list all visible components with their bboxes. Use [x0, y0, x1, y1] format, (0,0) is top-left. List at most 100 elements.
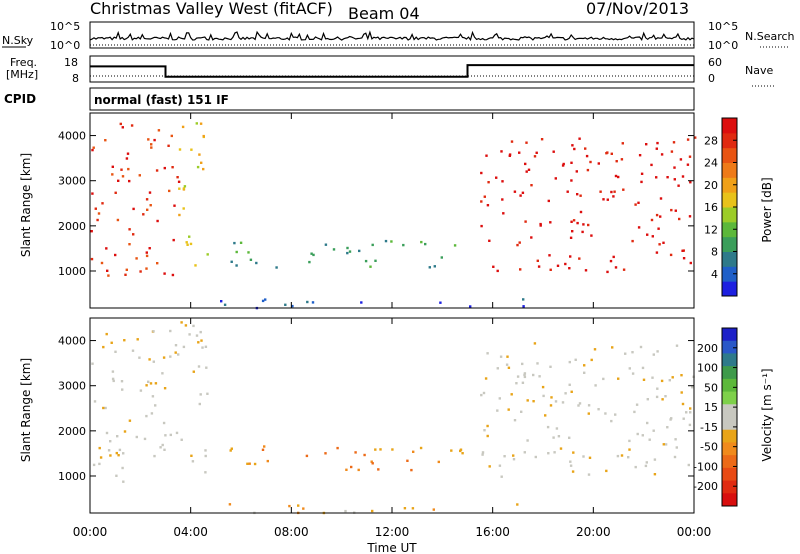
scatter-cell: [512, 454, 514, 456]
scatter-cell: [262, 449, 264, 451]
scatter-cell: [220, 300, 222, 302]
scatter-cell: [656, 148, 658, 150]
scatter-cell: [656, 214, 658, 216]
scatter-cell: [360, 301, 362, 303]
y-tick-label: 1000: [58, 265, 86, 278]
scatter-cell: [568, 437, 570, 439]
scatter-cell: [122, 481, 124, 483]
scatter-cell: [106, 270, 108, 272]
scatter-cell: [117, 454, 119, 456]
scatter-cell: [385, 240, 387, 242]
power-ylabel: Slant Range [km]: [19, 153, 33, 257]
colorbar-tick-label: 24: [704, 157, 718, 170]
scatter-cell: [406, 460, 408, 462]
colorbar-segment: [722, 252, 737, 267]
scatter-cell: [350, 466, 352, 468]
scatter-cell: [126, 157, 128, 159]
scatter-cell: [521, 363, 523, 365]
scatter-cell: [122, 126, 124, 128]
scatter-cell: [461, 452, 463, 454]
scatter-cell: [230, 449, 232, 451]
scatter-cell: [578, 138, 580, 140]
scatter-cell: [650, 164, 652, 166]
scatter-cell: [117, 219, 119, 221]
scatter-cell: [652, 235, 654, 237]
scatter-cell: [594, 348, 596, 350]
scatter-cell: [638, 226, 640, 228]
scatter-cell: [96, 219, 98, 221]
scatter-cell: [138, 357, 140, 359]
scatter-cell: [200, 331, 202, 333]
scatter-cell: [159, 446, 161, 448]
scatter-cell: [203, 135, 205, 137]
scatter-cell: [532, 400, 534, 402]
scatter-cell: [681, 391, 683, 393]
scatter-cell: [549, 221, 551, 223]
scatter-cell: [591, 359, 593, 361]
scatter-cell: [149, 191, 151, 193]
scatter-cell: [193, 371, 195, 373]
scatter-cell: [677, 185, 679, 187]
x-tick-label: 04:00: [173, 525, 208, 539]
scatter-cell: [111, 342, 113, 344]
scatter-cell: [91, 230, 93, 232]
scatter-cell: [200, 339, 202, 341]
scatter-cell: [687, 138, 689, 140]
scatter-cell: [646, 461, 648, 463]
scatter-cell: [137, 338, 139, 340]
scatter-cell: [572, 451, 574, 453]
scatter-cell: [325, 244, 327, 246]
scatter-cell: [542, 386, 544, 388]
scatter-cell: [156, 262, 158, 264]
scatter-cell: [511, 140, 513, 142]
scatter-cell: [576, 193, 578, 195]
scatter-cell: [161, 372, 163, 374]
scatter-cell: [604, 412, 606, 414]
scatter-cell: [666, 426, 668, 428]
scatter-cell: [146, 255, 148, 257]
scatter-cell: [91, 258, 93, 260]
scatter-cell: [628, 440, 630, 442]
scatter-cell: [178, 214, 180, 216]
freq-frame: [90, 56, 694, 82]
scatter-cell: [483, 392, 485, 394]
scatter-cell: [569, 361, 571, 363]
scatter-cell: [528, 169, 530, 171]
scatter-cell: [147, 381, 149, 383]
scatter-cell: [424, 243, 426, 245]
scatter-cell: [532, 374, 534, 376]
scatter-cell: [205, 455, 207, 457]
x-tick-label: 20:00: [576, 525, 611, 539]
scatter-cell: [516, 503, 518, 505]
scatter-cell: [156, 169, 158, 171]
scatter-cell: [657, 228, 659, 230]
scatter-cell: [655, 176, 657, 178]
scatter-cell: [469, 305, 471, 307]
scatter-cell: [689, 156, 691, 158]
scatter-cell: [150, 146, 152, 148]
scatter-cell: [550, 404, 552, 406]
scatter-cell: [173, 205, 175, 207]
scatter-cell: [112, 166, 114, 168]
scatter-cell: [647, 398, 649, 400]
scatter-cell: [297, 504, 299, 506]
power-colorbar-label: Power [dB]: [760, 177, 774, 242]
colorbar-segment: [722, 468, 737, 481]
scatter-cell: [177, 353, 179, 355]
scatter-cell: [372, 462, 374, 464]
scatter-cell: [578, 257, 580, 259]
scatter-cell: [310, 253, 312, 255]
scatter-cell: [519, 241, 521, 243]
scatter-cell: [153, 139, 155, 141]
scatter-cell: [284, 304, 286, 306]
scatter-cell: [642, 434, 644, 436]
colorbar-tick-label: -200: [693, 480, 718, 493]
scatter-cell: [624, 353, 626, 355]
scatter-cell: [555, 400, 557, 402]
scatter-cell: [145, 415, 147, 417]
scatter-cell: [149, 247, 151, 249]
scatter-cell: [673, 141, 675, 143]
nsearch-label: N.Search: [745, 30, 795, 43]
scatter-cell: [108, 449, 110, 451]
nsky-tick-high: 10^5: [50, 20, 80, 33]
